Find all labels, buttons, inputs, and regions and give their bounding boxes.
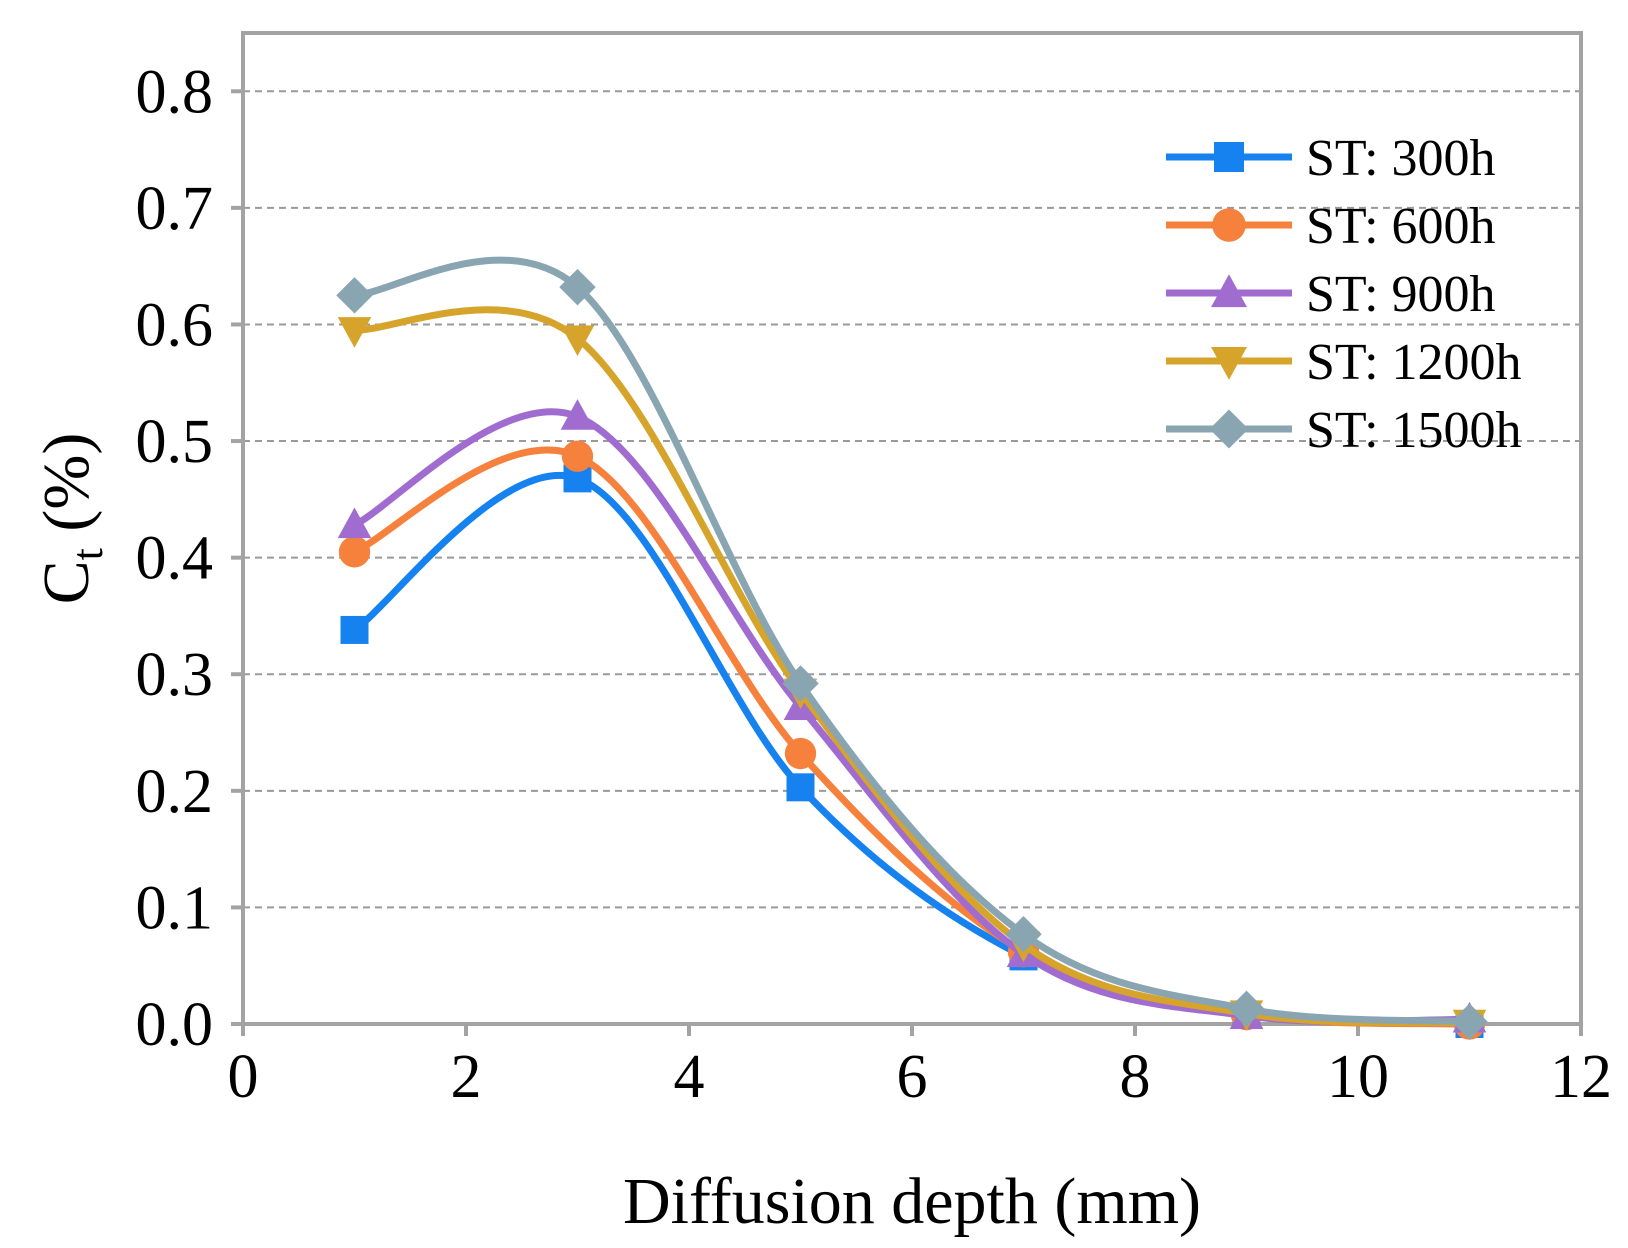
axis-ticks: 0.0 0.1 0.2 0.3 0.4 0.5 0.6 0.7 0.8 0 2 4 6 8 10 12 [136, 58, 1613, 1111]
data-point [1005, 916, 1042, 953]
data-point [782, 665, 819, 702]
legend-item: ST: 900h [1166, 266, 1496, 323]
x-tick-label: 0 [228, 1043, 259, 1111]
y-tick-label: 0.3 [136, 641, 214, 709]
legend-label: ST: 1200h [1306, 334, 1522, 391]
legend-label: ST: 300h [1306, 130, 1496, 187]
data-point [560, 399, 595, 430]
y-tick-label: 0.1 [136, 874, 214, 942]
data-point [1228, 990, 1265, 1028]
x-axis-title: Diffusion depth (mm) [623, 1165, 1201, 1238]
legend-marker [1212, 208, 1246, 242]
y-axis-title-subscript: t [63, 548, 112, 560]
series-st-1500h [336, 256, 1488, 1040]
data-point [786, 773, 815, 802]
legend-marker [1214, 142, 1244, 172]
legend-item: ST: 600h [1166, 198, 1496, 255]
legend-marker [1209, 409, 1249, 449]
series-st-600h [338, 440, 1486, 1040]
data-point [340, 615, 369, 644]
series-line [352, 408, 1470, 1026]
x-tick-label: 2 [451, 1043, 482, 1111]
y-tick-label: 0.2 [136, 758, 214, 826]
data-point [559, 268, 596, 306]
legend-marker [1211, 274, 1247, 308]
data-series [336, 256, 1488, 1041]
legend-item: ST: 1200h [1166, 334, 1522, 391]
y-tick-label: 0.4 [136, 525, 214, 593]
y-tick-label: 0.0 [136, 991, 214, 1059]
y-axis-title-unit: (%) [30, 433, 103, 548]
y-tick-label: 0.8 [136, 58, 214, 126]
data-point [337, 317, 372, 348]
legend-marker [1211, 346, 1247, 380]
x-tick-label: 10 [1327, 1043, 1389, 1111]
data-point [784, 737, 817, 770]
data-point [338, 536, 371, 568]
y-tick-label: 0.6 [136, 291, 214, 359]
x-tick-label: 4 [674, 1043, 705, 1111]
legend-label: ST: 1500h [1306, 402, 1522, 459]
legend-item: ST: 300h [1166, 130, 1496, 187]
x-tick-label: 6 [897, 1043, 928, 1111]
data-point [336, 277, 373, 314]
data-point [560, 325, 595, 356]
y-axis-title: Ct (%) [30, 433, 112, 605]
data-point [561, 440, 594, 472]
legend-item: ST: 1500h [1166, 402, 1522, 459]
y-axis-title-main: C [30, 560, 103, 604]
y-tick-label: 0.5 [136, 408, 214, 476]
data-point [1451, 1003, 1488, 1040]
legend-label: ST: 900h [1306, 266, 1496, 323]
series-line [353, 446, 1470, 1028]
y-tick-label: 0.7 [136, 175, 214, 243]
x-tick-label: 8 [1120, 1043, 1151, 1111]
legend: ST: 300h ST: 600h ST: 900h ST: 1200h ST: 150… [1166, 130, 1522, 459]
data-point [337, 507, 372, 539]
legend-label: ST: 600h [1306, 198, 1496, 255]
series-st-300h [340, 464, 1484, 1038]
x-tick-label: 12 [1550, 1043, 1612, 1111]
